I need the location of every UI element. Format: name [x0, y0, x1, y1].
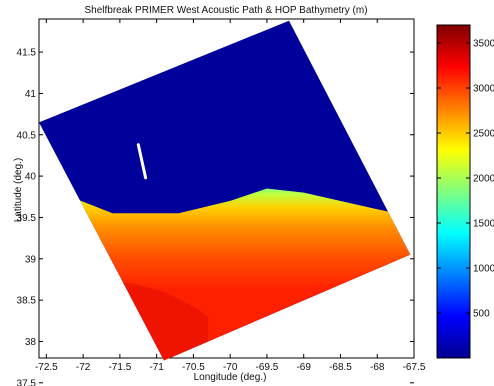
y-tick-label: 41: [25, 89, 37, 100]
x-tick-label: -72.5: [35, 362, 58, 373]
y-axis-label: Latitude (deg.): [13, 158, 24, 223]
chart-title: Shelfbreak PRIMER West Acoustic Path & H…: [84, 5, 367, 16]
x-tick-label: -69.5: [256, 362, 279, 373]
x-tick-label: -72: [76, 362, 91, 373]
y-tick-label: 39: [25, 254, 37, 265]
y-tick-label: 38.5: [17, 296, 37, 307]
colorbar-tick-label: 1500: [473, 219, 494, 230]
colorbar: [436, 24, 471, 359]
colorbar-tick-label: 3000: [473, 84, 494, 95]
acoustic-path-line: [136, 143, 148, 180]
colorbar-tick-label: 500: [473, 309, 490, 320]
y-tick-label: 38: [25, 337, 37, 348]
x-tick-label: -67.5: [403, 362, 426, 373]
x-axis-label: Longitude (deg.): [194, 372, 267, 383]
x-axis-ticks: -72.5 -72 -71.5 -71 -70.5 -70 -69.5 -69 -68.5 -68…: [35, 19, 426, 373]
colorbar-ticks: 500 1000 1500 2000 2500 3000 3500: [437, 39, 494, 320]
x-tick-label: -68.5: [329, 362, 352, 373]
x-tick-label: -70.5: [182, 362, 205, 373]
colorbar-tick-label: 3500: [473, 39, 494, 50]
y-axis-ticks: 37.5 38 38.5 39 39.5 40 40.5 41 41.5: [17, 48, 414, 386]
colorbar-tick-label: 1000: [473, 264, 494, 275]
x-tick-label: -68: [370, 362, 385, 373]
y-tick-label: 37.5: [17, 378, 37, 386]
y-tick-label: 39.5: [17, 213, 37, 224]
x-tick-label: -70: [223, 362, 238, 373]
colorbar-tick-label: 2000: [473, 174, 494, 185]
y-tick-label: 40.5: [17, 130, 37, 141]
x-tick-label: -69: [296, 362, 311, 373]
colorbar-tick-label: 2500: [473, 129, 494, 140]
x-tick-label: -71.5: [108, 362, 131, 373]
x-tick-label: -71: [149, 362, 164, 373]
y-tick-label: 41.5: [17, 48, 37, 59]
y-tick-label: 40: [25, 172, 37, 183]
